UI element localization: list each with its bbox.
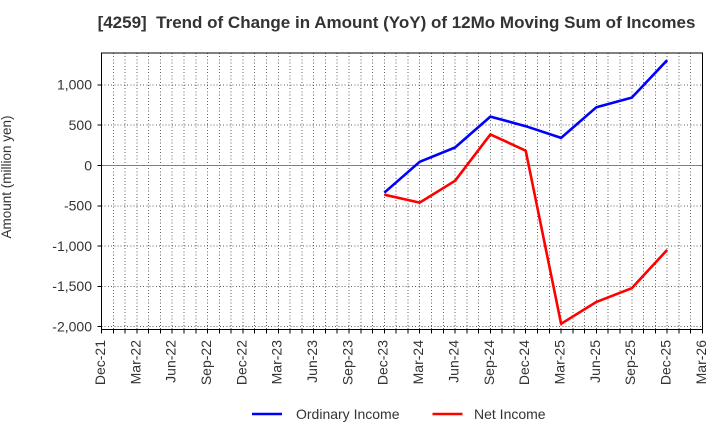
svg-text:Sep-23: Sep-23 [339,340,355,385]
svg-text:Sep-25: Sep-25 [622,340,638,385]
svg-text:1,000: 1,000 [57,77,92,93]
svg-text:Jun-23: Jun-23 [304,340,320,383]
svg-text:Mar-25: Mar-25 [551,340,567,385]
svg-text:0: 0 [84,157,92,173]
svg-text:Dec-23: Dec-23 [375,340,391,385]
svg-text:Dec-21: Dec-21 [92,340,108,385]
svg-text:-1,000: -1,000 [52,238,92,254]
svg-text:Dec-24: Dec-24 [516,340,532,385]
svg-text:-2,000: -2,000 [52,319,92,335]
svg-text:Ordinary Income: Ordinary Income [296,406,400,422]
svg-text:Mar-22: Mar-22 [127,340,143,385]
svg-text:Mar-26: Mar-26 [693,340,709,385]
svg-text:Jun-22: Jun-22 [163,340,179,383]
svg-text:Mar-23: Mar-23 [269,340,285,385]
svg-text:Dec-25: Dec-25 [658,340,674,385]
svg-text:Sep-24: Sep-24 [481,340,497,385]
svg-text:-500: -500 [64,198,92,214]
svg-text:500: 500 [69,117,93,133]
svg-text:Jun-25: Jun-25 [587,340,603,383]
svg-text:[4259] Trend of Change in Amo: [4259] Trend of Change in Amount (YoY) o… [98,13,696,32]
svg-text:Jun-24: Jun-24 [445,340,461,383]
svg-text:Sep-22: Sep-22 [198,340,214,385]
svg-text:-1,500: -1,500 [52,278,92,294]
svg-text:Mar-24: Mar-24 [410,340,426,385]
svg-text:Dec-22: Dec-22 [233,340,249,385]
svg-text:Net Income: Net Income [474,406,546,422]
svg-text:Amount (million yen): Amount (million yen) [0,115,14,238]
